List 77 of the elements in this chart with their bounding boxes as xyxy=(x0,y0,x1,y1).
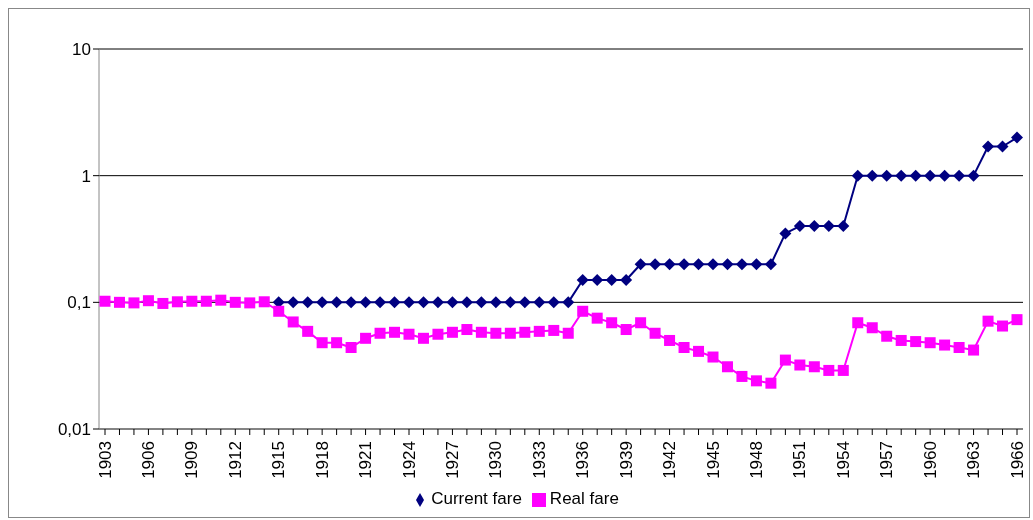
point xyxy=(953,169,966,182)
point xyxy=(504,296,517,309)
x-tick-label: 1957 xyxy=(877,441,897,479)
point xyxy=(678,258,691,271)
point xyxy=(547,296,560,309)
point xyxy=(721,258,734,271)
x-tick-label: 1966 xyxy=(1007,441,1027,479)
point xyxy=(663,258,676,271)
x-tick-label: 1936 xyxy=(573,441,593,479)
point xyxy=(316,296,329,309)
x-tick-label: 1933 xyxy=(529,441,549,479)
point xyxy=(431,296,444,309)
x-tick-label: 1945 xyxy=(703,441,723,479)
point xyxy=(866,169,879,182)
x-tick-label: 1903 xyxy=(95,441,115,479)
point xyxy=(634,258,647,271)
legend-label: Current fare xyxy=(431,489,522,508)
point xyxy=(837,220,850,233)
point xyxy=(287,296,300,309)
point xyxy=(750,258,763,271)
x-tick-label: 1912 xyxy=(225,441,245,479)
y-tick-label: 0,01 xyxy=(57,420,91,440)
point xyxy=(707,258,719,271)
point xyxy=(851,169,864,182)
x-tick-label: 1939 xyxy=(616,441,636,479)
point xyxy=(793,220,806,233)
point xyxy=(374,296,387,309)
y-tick-label: 10 xyxy=(72,40,91,60)
point xyxy=(982,140,995,153)
x-tick-label: 1930 xyxy=(486,441,506,479)
point xyxy=(909,169,922,182)
x-tick-label: 1909 xyxy=(182,441,202,479)
point xyxy=(562,296,575,309)
x-tick-label: 1906 xyxy=(138,441,158,479)
x-tick-label: 1915 xyxy=(269,441,289,479)
point xyxy=(924,169,937,182)
y-tick-label: 1 xyxy=(81,166,91,186)
point xyxy=(533,296,546,309)
x-tick-label: 1948 xyxy=(746,441,766,479)
point xyxy=(489,296,502,309)
point xyxy=(764,258,777,271)
x-tick-label: 1954 xyxy=(833,441,853,479)
x-tick-label: 1960 xyxy=(920,441,940,479)
point xyxy=(359,296,372,309)
x-tick-label: 1924 xyxy=(399,441,419,479)
point xyxy=(403,296,415,309)
x-tick-label: 1927 xyxy=(442,441,462,479)
point xyxy=(576,274,589,287)
point xyxy=(446,296,459,309)
point xyxy=(605,274,618,287)
point xyxy=(692,258,705,271)
point xyxy=(735,258,748,271)
point xyxy=(330,296,343,309)
x-tick-label: 1963 xyxy=(964,441,984,479)
point xyxy=(808,220,821,233)
x-tick-label: 1918 xyxy=(312,441,332,479)
point xyxy=(417,296,430,309)
point xyxy=(345,296,358,309)
legend-label: Real fare xyxy=(549,489,619,508)
point xyxy=(649,258,662,271)
point xyxy=(518,296,531,309)
point xyxy=(620,274,633,287)
point xyxy=(996,140,1009,153)
point xyxy=(460,296,473,309)
point xyxy=(938,169,951,182)
x-tick-label: 1942 xyxy=(660,441,680,479)
point xyxy=(1011,131,1023,144)
point xyxy=(301,296,314,309)
point xyxy=(967,169,980,182)
y-tick-label: 0,1 xyxy=(67,293,91,313)
point xyxy=(895,169,908,182)
point xyxy=(779,227,792,240)
point xyxy=(880,169,893,182)
point xyxy=(475,296,488,309)
point xyxy=(388,296,401,309)
x-tick-label: 1951 xyxy=(790,441,810,479)
x-tick-label: 1921 xyxy=(356,441,376,479)
